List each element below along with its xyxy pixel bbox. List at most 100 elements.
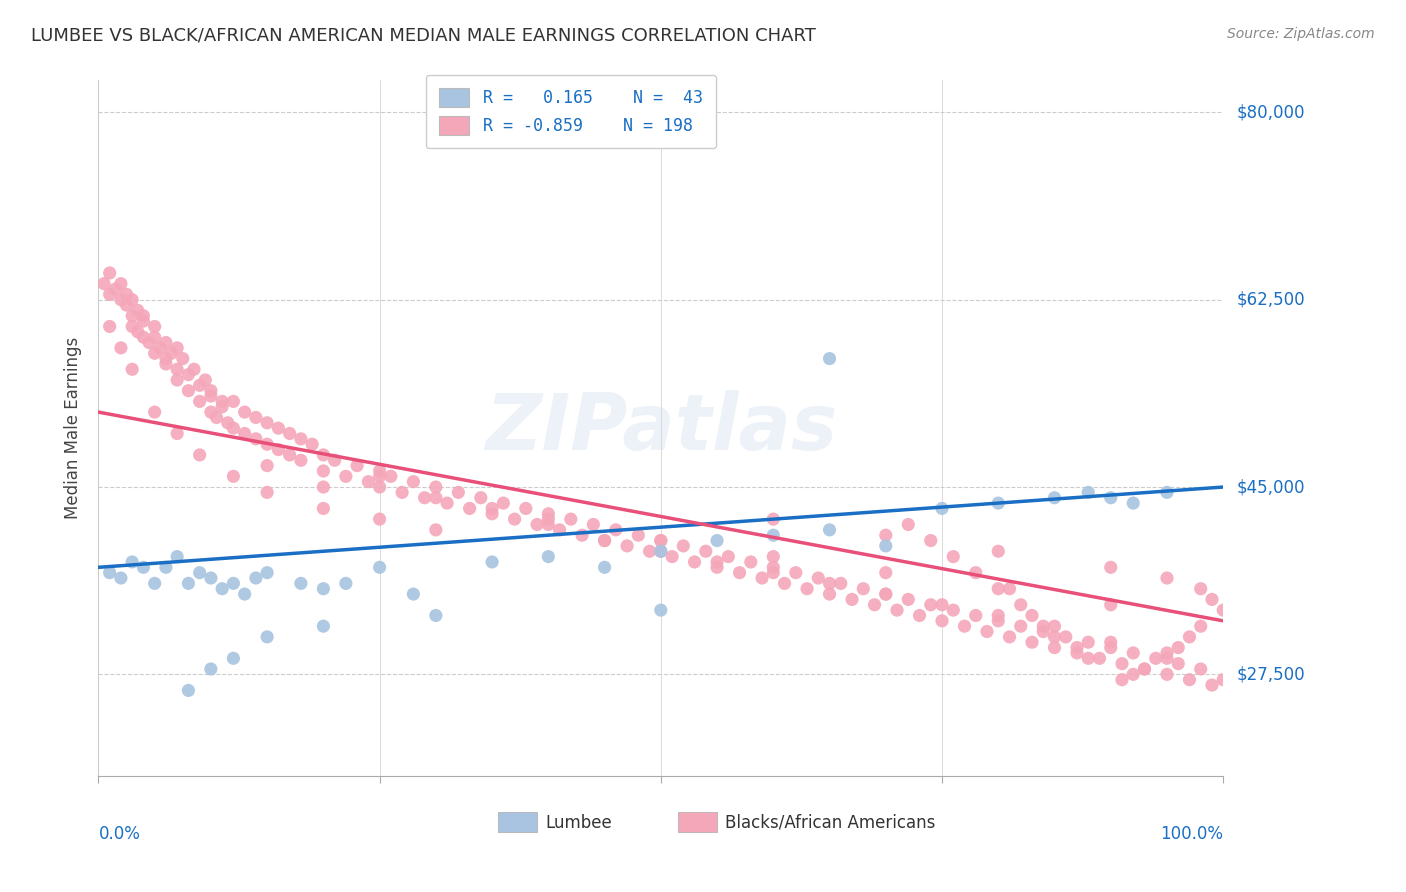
Point — [155, 560, 177, 574]
Point — [256, 416, 278, 430]
Point — [1122, 667, 1144, 681]
Point — [436, 496, 458, 510]
Point — [931, 598, 953, 612]
Point — [638, 544, 661, 558]
Point — [1099, 598, 1122, 612]
Point — [155, 335, 177, 350]
Point — [537, 517, 560, 532]
Point — [1077, 635, 1099, 649]
Point — [481, 501, 503, 516]
Point — [402, 475, 425, 489]
Point — [115, 287, 138, 301]
Point — [200, 405, 222, 419]
FancyBboxPatch shape — [498, 813, 537, 831]
Point — [1032, 624, 1054, 639]
Point — [256, 630, 278, 644]
FancyBboxPatch shape — [678, 813, 717, 831]
Point — [987, 608, 1010, 623]
Point — [425, 608, 447, 623]
Point — [425, 523, 447, 537]
Point — [312, 464, 335, 478]
Legend: R =   0.165    N =  43, R = -0.859    N = 198: R = 0.165 N = 43, R = -0.859 N = 198 — [426, 75, 716, 148]
Point — [200, 571, 222, 585]
Point — [177, 368, 200, 382]
Point — [194, 373, 217, 387]
Point — [413, 491, 436, 505]
Point — [323, 453, 346, 467]
Point — [560, 512, 582, 526]
Point — [931, 614, 953, 628]
Point — [458, 501, 481, 516]
Point — [965, 608, 987, 623]
Point — [650, 603, 672, 617]
Point — [127, 303, 149, 318]
Text: 0.0%: 0.0% — [98, 825, 141, 843]
Point — [121, 293, 143, 307]
Point — [571, 528, 593, 542]
Point — [863, 598, 886, 612]
Point — [121, 362, 143, 376]
Point — [875, 528, 897, 542]
Point — [188, 566, 211, 580]
Point — [492, 496, 515, 510]
Point — [537, 507, 560, 521]
Point — [1032, 619, 1054, 633]
Point — [267, 442, 290, 457]
Point — [1010, 619, 1032, 633]
Point — [1167, 640, 1189, 655]
Point — [233, 426, 256, 441]
Point — [650, 544, 672, 558]
Point — [1077, 651, 1099, 665]
Point — [593, 560, 616, 574]
Point — [256, 566, 278, 580]
Point — [998, 582, 1021, 596]
Point — [211, 394, 233, 409]
Point — [818, 587, 841, 601]
Point — [1099, 640, 1122, 655]
Point — [953, 619, 976, 633]
Point — [593, 533, 616, 548]
Point — [1133, 662, 1156, 676]
Point — [897, 517, 920, 532]
Point — [301, 437, 323, 451]
Point — [211, 582, 233, 596]
Point — [98, 266, 121, 280]
Point — [875, 587, 897, 601]
Point — [942, 549, 965, 564]
Point — [1043, 640, 1066, 655]
Point — [1167, 657, 1189, 671]
Point — [762, 528, 785, 542]
Point — [1077, 485, 1099, 500]
Point — [987, 582, 1010, 596]
Point — [537, 549, 560, 564]
Point — [166, 549, 188, 564]
Point — [548, 523, 571, 537]
Point — [222, 651, 245, 665]
Point — [368, 480, 391, 494]
Point — [976, 624, 998, 639]
Point — [166, 426, 188, 441]
Point — [177, 576, 200, 591]
Y-axis label: Median Male Earnings: Median Male Earnings — [65, 337, 83, 519]
Point — [773, 576, 796, 591]
Point — [127, 325, 149, 339]
Point — [132, 330, 155, 344]
Point — [222, 394, 245, 409]
Point — [110, 277, 132, 291]
Point — [1043, 491, 1066, 505]
Point — [616, 539, 638, 553]
Point — [368, 464, 391, 478]
Point — [965, 566, 987, 580]
Point — [830, 576, 852, 591]
Point — [1156, 485, 1178, 500]
Point — [1156, 667, 1178, 681]
Point — [706, 533, 728, 548]
Point — [1021, 608, 1043, 623]
Point — [172, 351, 194, 366]
Point — [132, 560, 155, 574]
Point — [222, 576, 245, 591]
Point — [205, 410, 228, 425]
Point — [312, 619, 335, 633]
Point — [762, 560, 785, 574]
Point — [188, 448, 211, 462]
